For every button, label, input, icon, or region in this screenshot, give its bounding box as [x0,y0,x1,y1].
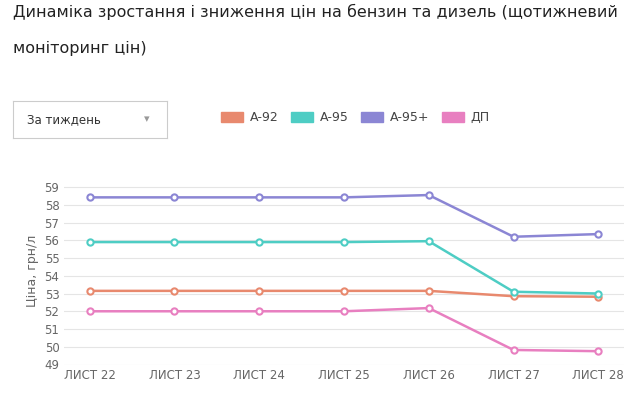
Text: Динаміка зростання і зниження цін на бензин та дизель (щотижневий: Динаміка зростання і зниження цін на бен… [13,4,618,20]
Text: моніторинг цін): моніторинг цін) [13,40,147,55]
Text: ▾: ▾ [144,115,150,124]
Legend: А-92, А-95, А-95+, ДП: А-92, А-95, А-95+, ДП [216,106,494,129]
Y-axis label: Ціна, грн/л: Ціна, грн/л [26,235,39,307]
Text: За тиждень: За тиждень [27,113,100,126]
